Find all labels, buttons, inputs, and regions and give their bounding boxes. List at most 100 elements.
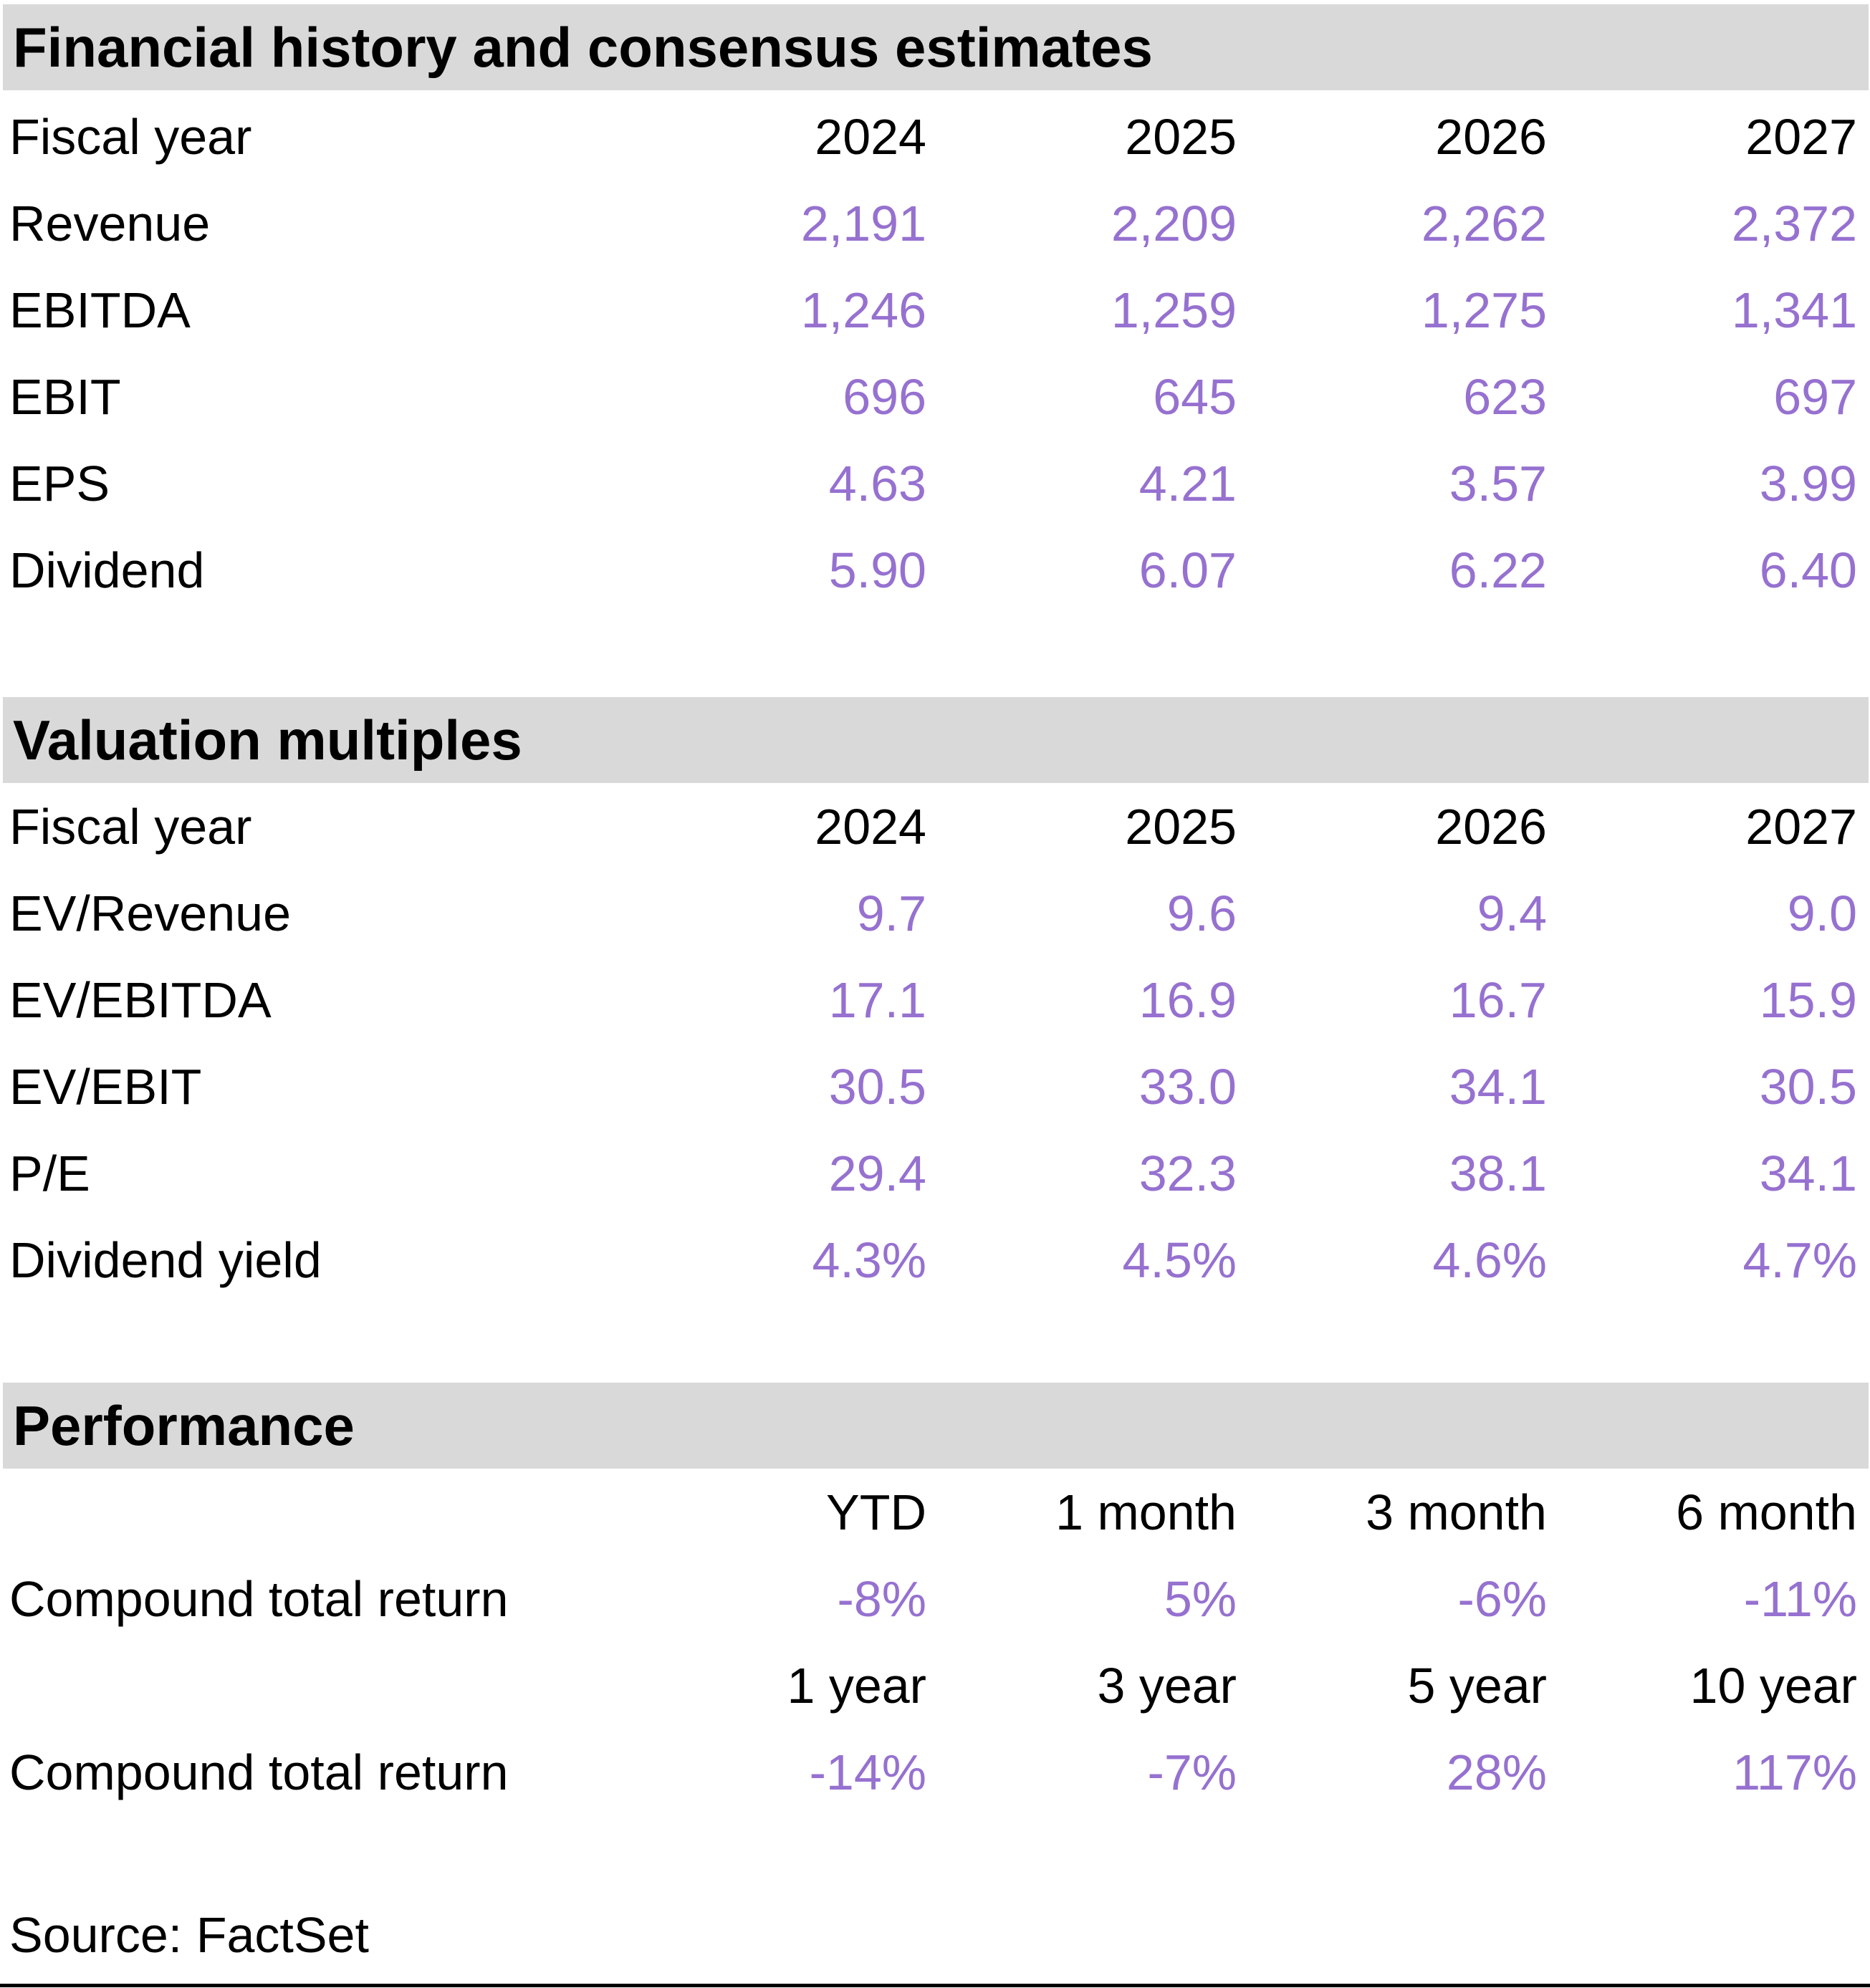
section-header-bar: Valuation multiples xyxy=(3,697,1869,783)
cell-value: 696 xyxy=(843,368,926,425)
source-text: Source: FactSet xyxy=(9,1906,369,1963)
column-header: 2025 xyxy=(1125,798,1237,855)
column-header: 3 month xyxy=(1366,1484,1547,1540)
table-row: Compound total return -8% 5% -6% -11% xyxy=(0,1555,1870,1642)
table-row: EBIT 696 645 623 697 xyxy=(0,353,1870,440)
cell-value: 3.57 xyxy=(1449,455,1547,512)
row-label: EBIT xyxy=(9,368,121,425)
column-header: 2024 xyxy=(815,798,926,855)
cell-value: 16.7 xyxy=(1449,971,1547,1028)
row-label: Compound total return xyxy=(9,1570,509,1627)
source-row: Source: FactSet xyxy=(0,1891,1870,1978)
table-row: Compound total return -14% -7% 28% 117% xyxy=(0,1729,1870,1815)
section-financial-history: Financial history and consensus estimate… xyxy=(0,4,1870,613)
row-label: Revenue xyxy=(9,195,211,251)
table-row: Dividend 5.90 6.07 6.22 6.40 xyxy=(0,527,1870,613)
cell-value: 9.6 xyxy=(1166,885,1237,941)
table-row: EBITDA 1,246 1,259 1,275 1,341 xyxy=(0,266,1870,353)
row-label: EV/EBIT xyxy=(9,1058,202,1115)
column-header: 6 month xyxy=(1676,1484,1857,1540)
table-row: Revenue 2,191 2,209 2,262 2,372 xyxy=(0,180,1870,266)
table-row: EV/Revenue 9.7 9.6 9.4 9.0 xyxy=(0,870,1870,956)
cell-value: 645 xyxy=(1153,368,1237,425)
section-title: Financial history and consensus estimate… xyxy=(13,16,1153,79)
row-label: EV/Revenue xyxy=(9,885,292,941)
column-header: 5 year xyxy=(1407,1657,1547,1714)
section-performance: Performance YTD 1 month 3 month 6 month … xyxy=(0,1383,1870,1815)
cell-value: 2,262 xyxy=(1421,195,1547,251)
cell-value: 4.3% xyxy=(812,1231,926,1288)
cell-value: 9.4 xyxy=(1477,885,1547,941)
cell-value: 9.0 xyxy=(1787,885,1857,941)
table-row: P/E 29.4 32.3 38.1 34.1 xyxy=(0,1130,1870,1216)
cell-value: 30.5 xyxy=(828,1058,926,1115)
cell-value: 6.07 xyxy=(1138,542,1237,598)
table-row: Dividend yield 4.3% 4.5% 4.6% 4.7% xyxy=(0,1216,1870,1303)
cell-value: 623 xyxy=(1463,368,1547,425)
table-row: EV/EBIT 30.5 33.0 34.1 30.5 xyxy=(0,1043,1870,1130)
cell-value: -8% xyxy=(837,1570,926,1627)
section-title: Valuation multiples xyxy=(13,709,522,772)
cell-value: 2,372 xyxy=(1731,195,1857,251)
cell-value: 1,259 xyxy=(1111,282,1237,338)
cell-value: 17.1 xyxy=(828,971,926,1028)
column-header: 3 year xyxy=(1097,1657,1237,1714)
column-header: 2024 xyxy=(815,108,926,165)
cell-value: -6% xyxy=(1457,1570,1547,1627)
row-label: Fiscal year xyxy=(9,798,252,855)
table-header-row: Fiscal year 2024 2025 2026 2027 xyxy=(0,93,1870,180)
column-header: YTD xyxy=(826,1484,926,1540)
row-label: Dividend xyxy=(9,542,205,598)
cell-value: 34.1 xyxy=(1759,1145,1857,1201)
cell-value: 29.4 xyxy=(828,1145,926,1201)
cell-value: 2,209 xyxy=(1111,195,1237,251)
cell-value: -14% xyxy=(809,1744,926,1800)
cell-value: 16.9 xyxy=(1138,971,1237,1028)
cell-value: -11% xyxy=(1743,1570,1857,1627)
cell-value: 117% xyxy=(1732,1744,1857,1800)
row-label: EPS xyxy=(9,455,110,512)
cell-value: 1,246 xyxy=(800,282,926,338)
cell-value: 15.9 xyxy=(1759,971,1857,1028)
column-header: 2026 xyxy=(1435,108,1547,165)
section-header-bar: Performance xyxy=(3,1383,1869,1469)
column-header: 2026 xyxy=(1435,798,1547,855)
cell-value: 1,275 xyxy=(1421,282,1547,338)
cell-value: 34.1 xyxy=(1449,1058,1547,1115)
cell-value: 4.7% xyxy=(1742,1231,1857,1288)
table-header-row: 1 year 3 year 5 year 10 year xyxy=(0,1642,1870,1729)
row-label: EV/EBITDA xyxy=(9,971,272,1028)
column-header: 10 year xyxy=(1689,1657,1857,1714)
cell-value: 6.22 xyxy=(1449,542,1547,598)
table-row: EPS 4.63 4.21 3.57 3.99 xyxy=(0,440,1870,527)
cell-value: 697 xyxy=(1773,368,1857,425)
row-label: P/E xyxy=(9,1145,90,1201)
bottom-rule xyxy=(0,1984,1870,1987)
table-header-row: YTD 1 month 3 month 6 month xyxy=(0,1469,1870,1555)
column-header: 1 year xyxy=(787,1657,926,1714)
column-header: 2027 xyxy=(1745,108,1857,165)
cell-value: 6.40 xyxy=(1759,542,1857,598)
cell-value: 4.5% xyxy=(1122,1231,1237,1288)
column-header: 1 month xyxy=(1055,1484,1237,1540)
row-label: Dividend yield xyxy=(9,1231,322,1288)
cell-value: 4.63 xyxy=(828,455,926,512)
cell-value: 4.6% xyxy=(1432,1231,1547,1288)
column-header: 2027 xyxy=(1745,798,1857,855)
cell-value: 2,191 xyxy=(800,195,926,251)
cell-value: -7% xyxy=(1147,1744,1237,1800)
cell-value: 28% xyxy=(1446,1744,1547,1800)
section-valuation-multiples: Valuation multiples Fiscal year 2024 202… xyxy=(0,697,1870,1303)
table-row: EV/EBITDA 17.1 16.9 16.7 15.9 xyxy=(0,956,1870,1043)
row-label: Fiscal year xyxy=(9,108,252,165)
cell-value: 32.3 xyxy=(1138,1145,1237,1201)
cell-value: 4.21 xyxy=(1138,455,1237,512)
section-title: Performance xyxy=(13,1394,355,1457)
cell-value: 1,341 xyxy=(1731,282,1857,338)
column-header: 2025 xyxy=(1125,108,1237,165)
cell-value: 5.90 xyxy=(828,542,926,598)
cell-value: 33.0 xyxy=(1138,1058,1237,1115)
table-header-row: Fiscal year 2024 2025 2026 2027 xyxy=(0,783,1870,870)
cell-value: 38.1 xyxy=(1449,1145,1547,1201)
cell-value: 3.99 xyxy=(1759,455,1857,512)
